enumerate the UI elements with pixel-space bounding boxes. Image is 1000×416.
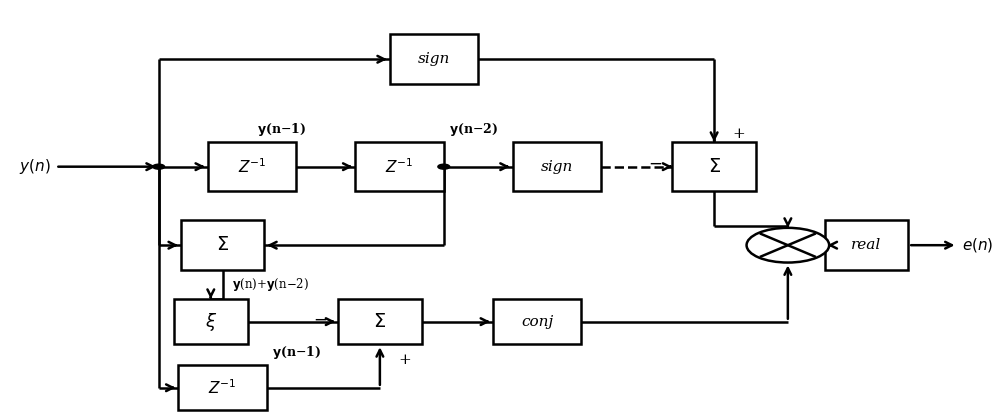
Text: real: real: [851, 238, 882, 252]
Bar: [355, 142, 444, 191]
Text: $\Sigma$: $\Sigma$: [216, 236, 229, 254]
Circle shape: [747, 228, 829, 262]
Bar: [208, 142, 296, 191]
Text: $-$: $-$: [313, 311, 327, 328]
Text: +: +: [398, 353, 411, 366]
Bar: [181, 220, 264, 270]
Text: +: +: [732, 126, 745, 141]
Text: $e(n)$: $e(n)$: [962, 236, 994, 254]
Text: $\xi$: $\xi$: [205, 311, 217, 333]
Text: $y(n)$: $y(n)$: [19, 157, 51, 176]
Text: $Z^{-1}$: $Z^{-1}$: [238, 157, 266, 176]
Text: $\Sigma$: $\Sigma$: [373, 313, 386, 331]
Text: $\Sigma$: $\Sigma$: [708, 158, 721, 176]
Text: $\mathbf{y}$(n$-$2): $\mathbf{y}$(n$-$2): [449, 121, 498, 138]
Bar: [338, 299, 422, 344]
Bar: [513, 142, 601, 191]
Bar: [390, 35, 478, 84]
Text: $Z^{-1}$: $Z^{-1}$: [385, 157, 414, 176]
Text: $Z^{-1}$: $Z^{-1}$: [208, 379, 237, 397]
Text: sign: sign: [418, 52, 450, 66]
Text: $-$: $-$: [648, 155, 662, 172]
Bar: [174, 299, 248, 344]
Bar: [178, 365, 267, 411]
Text: sign: sign: [541, 160, 573, 173]
Text: $\mathbf{y}$(n$-$1): $\mathbf{y}$(n$-$1): [257, 121, 306, 138]
Text: $\mathbf{y}$(n)+$\mathbf{y}$(n$-$2): $\mathbf{y}$(n)+$\mathbf{y}$(n$-$2): [232, 276, 310, 293]
Text: $\mathbf{y}$(n$-$1): $\mathbf{y}$(n$-$1): [272, 344, 321, 361]
Bar: [825, 220, 908, 270]
Bar: [672, 142, 756, 191]
Text: conj: conj: [521, 314, 553, 329]
Bar: [493, 299, 581, 344]
Circle shape: [438, 164, 450, 169]
Circle shape: [153, 164, 165, 169]
